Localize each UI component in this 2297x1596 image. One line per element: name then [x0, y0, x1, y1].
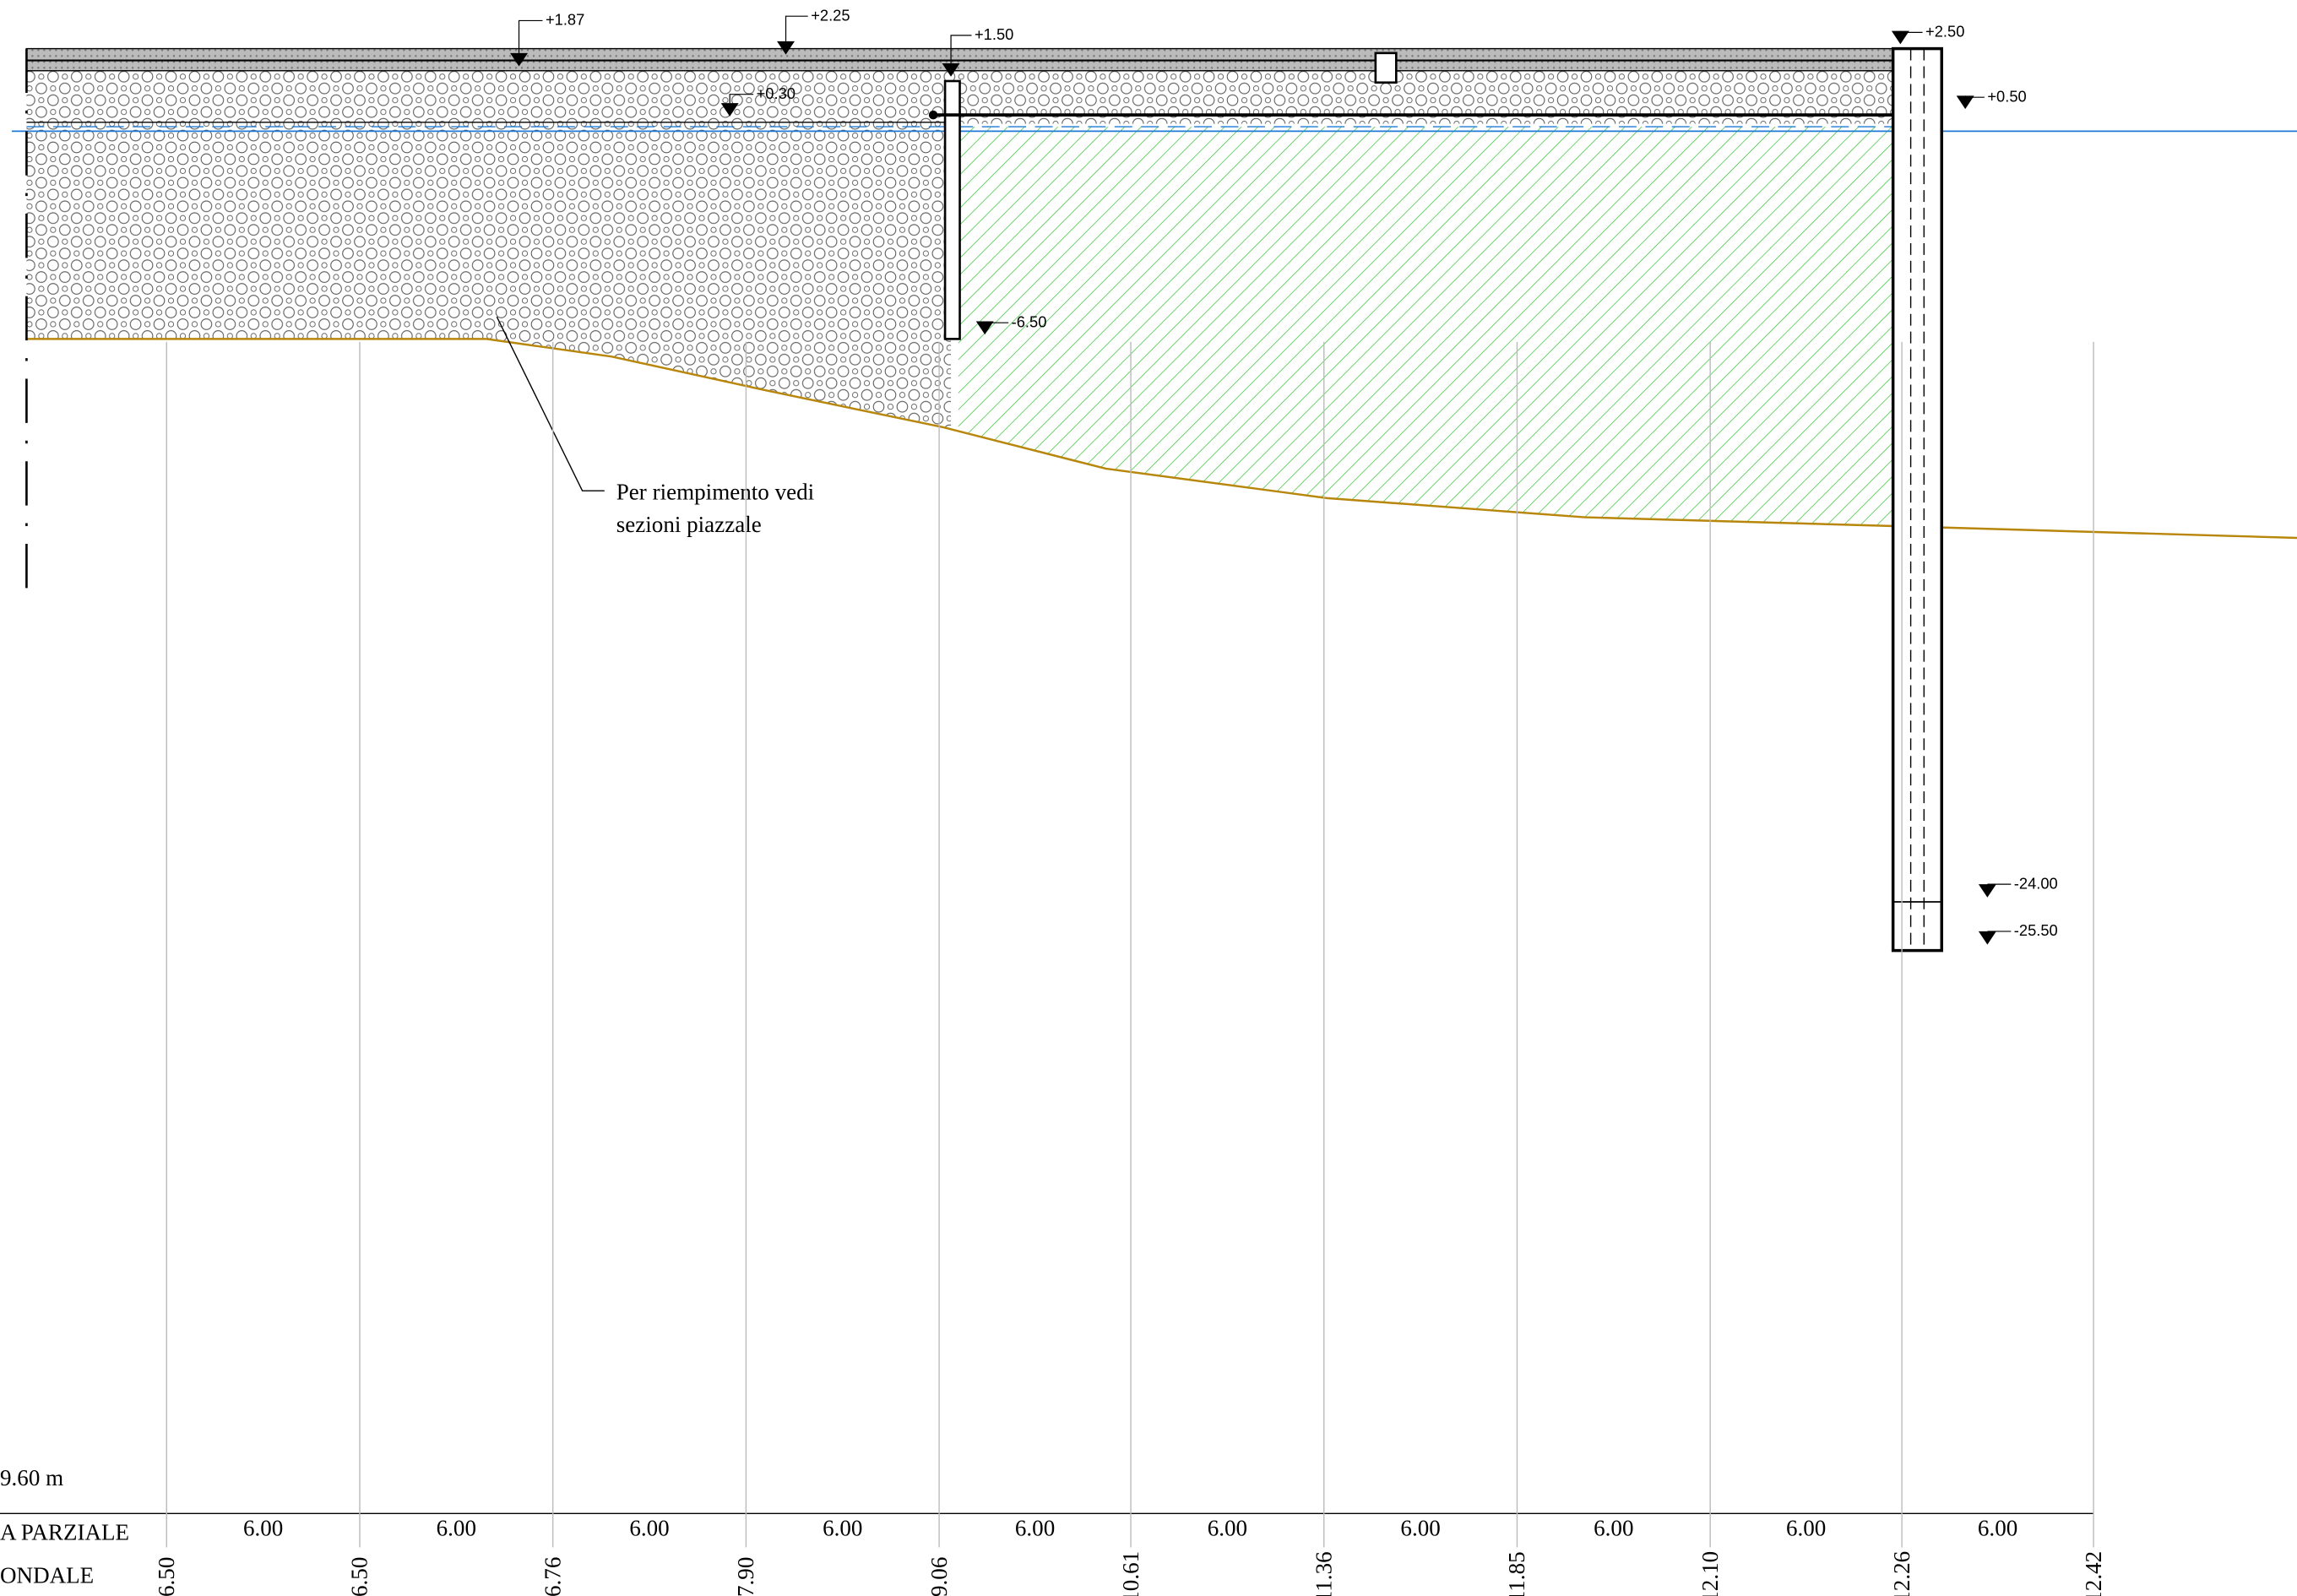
elevation-label: +2.25 — [811, 6, 850, 24]
depth-label: 12.26 — [1889, 1551, 1914, 1596]
elevation-marker — [1978, 931, 1996, 945]
note-line: sezioni piazzale — [616, 512, 762, 537]
elevation-label: -24.00 — [2014, 874, 2058, 892]
elevation-marker — [942, 63, 960, 77]
elevation-leader — [729, 94, 754, 104]
elevation-leader — [1899, 30, 1923, 34]
tie-rod-end — [928, 110, 938, 120]
depth-label: 12.42 — [2081, 1551, 2106, 1596]
elevation-label: -6.50 — [1012, 312, 1047, 330]
note-line: Per riempimento vedi — [616, 480, 814, 505]
row-title: ONDALE — [0, 1562, 94, 1588]
distance-label: 6.00 — [1208, 1515, 1247, 1540]
gravel-fill-top — [951, 70, 1895, 124]
elevation-marker — [777, 41, 796, 55]
seabed — [26, 338, 2297, 540]
depth-label: 6.50 — [347, 1557, 372, 1596]
total-length: 9.60 m — [0, 1465, 63, 1490]
elevation-label: +1.50 — [975, 25, 1013, 43]
elevation-marker — [975, 321, 994, 335]
elevation-marker — [510, 52, 529, 67]
row-title: A PARZIALE — [0, 1520, 129, 1545]
distance-label: 6.00 — [823, 1515, 862, 1540]
elevation-leader — [1964, 95, 1985, 98]
depth-label: 12.10 — [1697, 1551, 1723, 1596]
bollard — [1374, 52, 1398, 84]
generated: +1.87 +2.25 +1.50 +2.50 +0.50 +0.30 -6.50 -24.0… — [154, 6, 2106, 1596]
elevation-label: +1.87 — [546, 11, 584, 29]
elevation-label: +2.50 — [1925, 23, 1964, 41]
distance-label: 6.00 — [1978, 1515, 2017, 1540]
elevation-marker — [1978, 884, 1996, 898]
distance-label: 6.00 — [1015, 1515, 1055, 1540]
hatch-fill — [958, 127, 1895, 527]
elevation-leader — [950, 35, 972, 64]
distance-label: 6.00 — [243, 1515, 283, 1540]
sheet-pile — [1891, 46, 1944, 953]
elevation-leader — [518, 19, 543, 53]
elevation-label: -25.50 — [2014, 921, 2058, 939]
distance-label: 6.00 — [1786, 1515, 1826, 1540]
distance-label: 6.00 — [629, 1515, 669, 1540]
distance-label: 6.00 — [437, 1515, 476, 1540]
gravel-fill — [26, 70, 952, 428]
note-leader — [496, 316, 605, 491]
depth-label: 11.36 — [1311, 1551, 1336, 1596]
depth-label: 6.76 — [540, 1557, 565, 1596]
depth-label: 7.90 — [733, 1557, 758, 1596]
depth-label: 6.50 — [154, 1557, 179, 1596]
elevation-marker — [720, 103, 739, 117]
elevation-leader — [984, 321, 1009, 323]
distance-label: 6.00 — [1400, 1515, 1440, 1540]
elevation-marker — [1956, 95, 1974, 110]
elevation-label: +0.50 — [1987, 87, 2026, 105]
depth-label: 9.06 — [926, 1557, 952, 1596]
anchor-wall — [943, 79, 961, 340]
distance-label: 6.00 — [1594, 1515, 1633, 1540]
elevation-leader — [785, 15, 808, 41]
elevation-label: +0.30 — [757, 84, 796, 102]
depth-label: 11.85 — [1504, 1551, 1529, 1596]
depth-label: 10.61 — [1118, 1551, 1143, 1596]
elevation-marker — [1891, 30, 1909, 45]
